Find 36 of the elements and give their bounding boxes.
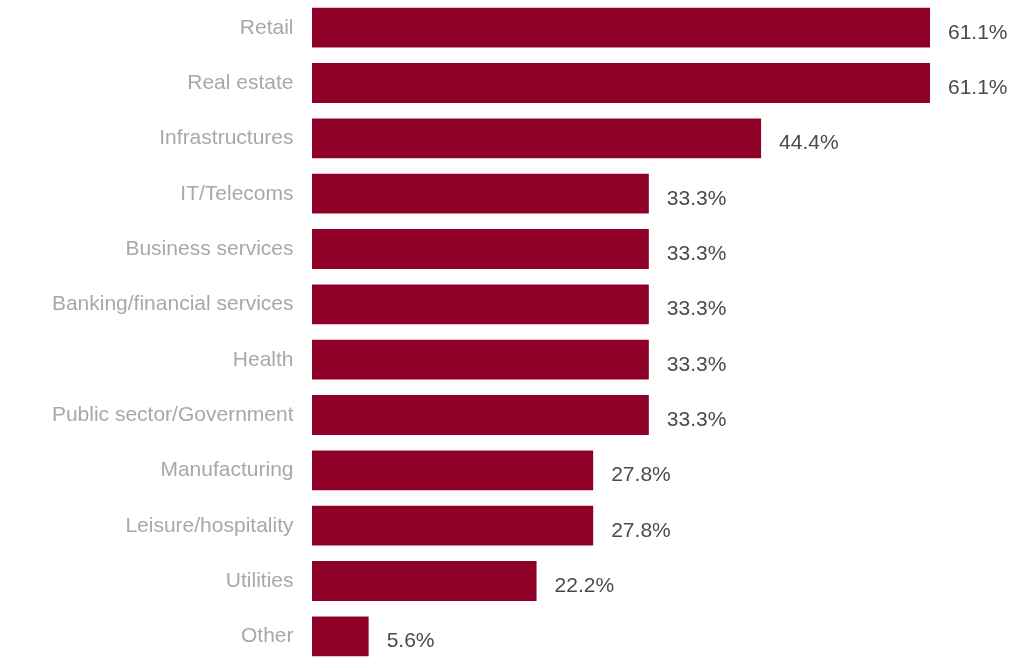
y-tick-label: Retail (239, 14, 294, 38)
bar (312, 450, 594, 491)
data-label: 5.6% (386, 628, 435, 652)
bar (312, 616, 369, 657)
y-tick-label: Infrastructures (159, 125, 294, 149)
data-label: 33.3% (666, 185, 727, 209)
y-tick-label: Health (232, 346, 294, 370)
data-label: 33.3% (666, 351, 727, 375)
data-label: 33.3% (666, 407, 727, 430)
data-label: 44.4% (779, 130, 839, 154)
y-tick-label: Real estate (187, 70, 294, 93)
y-tick-label: Public sector/Government (51, 402, 294, 425)
bar (312, 173, 649, 214)
bar (312, 561, 537, 601)
bar (312, 229, 649, 269)
data-label: 61.1% (948, 75, 1008, 98)
y-tick-label: Other (240, 623, 294, 647)
bar (312, 505, 594, 546)
y-tick-label: Banking/financial services (51, 291, 294, 315)
data-label: 33.3% (666, 241, 727, 264)
bar (312, 395, 649, 435)
y-tick-label: Leisure/hospitality (125, 512, 294, 536)
data-label: 33.3% (666, 296, 727, 320)
y-tick-label: Business services (125, 236, 294, 259)
bar (312, 284, 649, 325)
bar (312, 118, 762, 159)
bar (312, 63, 930, 103)
y-tick-label: IT/Telecoms (180, 180, 294, 204)
y-tick-label: Utilities (225, 568, 294, 591)
bar (312, 339, 649, 380)
bar (312, 7, 930, 48)
data-label: 61.1% (948, 19, 1008, 43)
y-tick-label: Manufacturing (160, 457, 294, 481)
data-label: 27.8% (611, 462, 671, 486)
data-label: 27.8% (611, 517, 671, 541)
data-label: 22.2% (554, 573, 615, 596)
